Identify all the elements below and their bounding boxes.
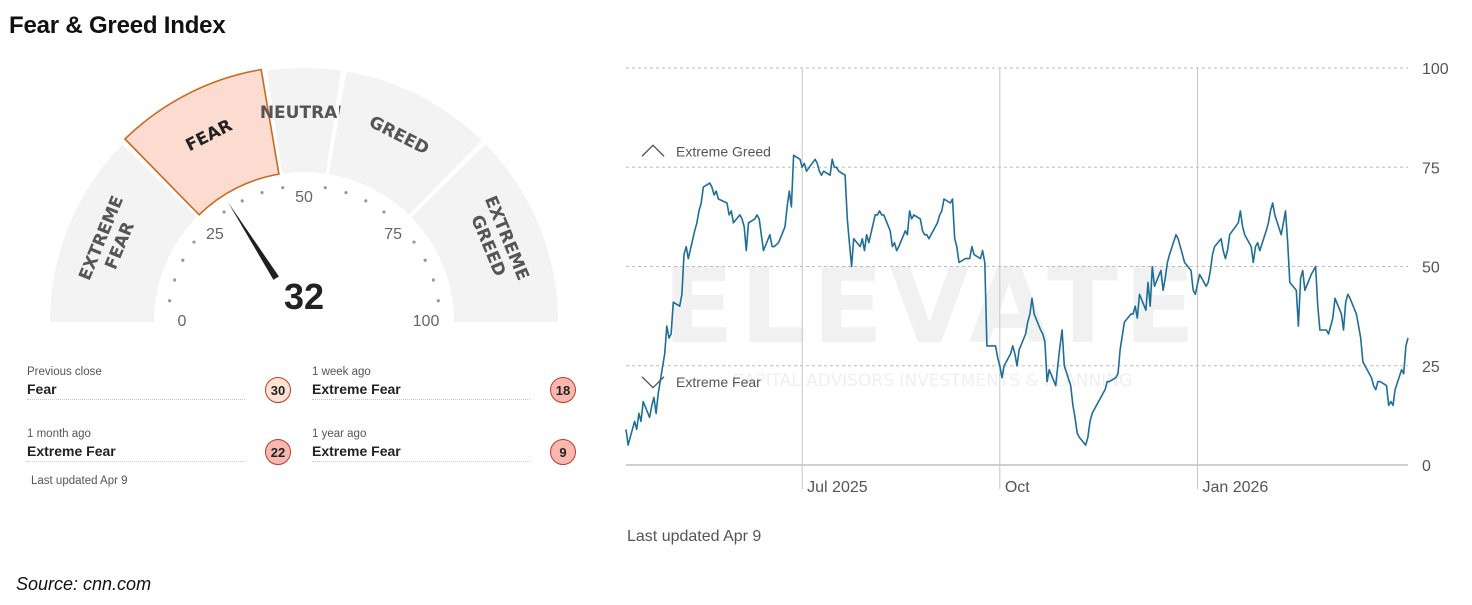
gauge-segment-neutral	[267, 68, 341, 174]
source-note: Source: cnn.com	[16, 574, 152, 594]
gauge-tick-dot	[431, 278, 435, 282]
gauge-tick-dot	[364, 199, 368, 203]
stat-value-badge: 22	[265, 439, 291, 465]
gauge-center	[252, 270, 356, 350]
stat-when: 1 week ago	[312, 366, 371, 378]
series-line	[625, 154, 1409, 446]
gauge-tick-dot	[436, 299, 440, 303]
gauge-segment-label: NEUTRAL	[260, 103, 348, 123]
fear-greed-history-chart: ELEVATE CAPITAL ADVISORS INVESTMENTS & PL…	[625, 61, 1449, 496]
y-tick-label: 75	[1422, 160, 1440, 177]
gauge-score: 32	[284, 276, 324, 317]
stat-divider	[312, 399, 530, 400]
gauge-tick-label: 75	[384, 226, 402, 243]
chevron-up-icon	[641, 144, 665, 157]
band-label: Extreme Fear	[676, 374, 761, 390]
last-updated-gauge: Last updated Apr 9	[31, 475, 128, 487]
x-tick-label: Jan 2026	[1202, 479, 1268, 496]
y-tick-label: 50	[1422, 260, 1440, 277]
stat-1-month-ago: 1 month ago Extreme Fear 22	[27, 428, 291, 465]
gauge-tick-dot	[260, 191, 264, 195]
gauge-tick-label: 50	[295, 189, 313, 206]
last-updated-chart: Last updated Apr 9	[627, 528, 762, 545]
gauge-tick-label: 100	[413, 313, 440, 330]
stat-value-badge: 30	[265, 377, 291, 403]
y-tick-label: 0	[1422, 458, 1431, 475]
gauge-tick-dot	[192, 240, 196, 244]
stat-when: 1 year ago	[312, 428, 367, 440]
stat-1-week-ago: 1 week ago Extreme Fear 18	[312, 366, 576, 403]
gauge-tick-dot	[412, 240, 416, 244]
band-label: Extreme Greed	[676, 143, 771, 159]
y-tick-label: 100	[1422, 61, 1449, 78]
gauge-segment-extreme-fear	[50, 144, 197, 322]
gauge-tick-dot	[222, 210, 226, 214]
gauge-tick-dot	[323, 186, 327, 190]
x-tick-label: Jul 2025	[807, 479, 868, 496]
stat-divider	[27, 399, 245, 400]
gauge-tick-dot	[423, 258, 427, 262]
stat-value-badge: 9	[550, 439, 576, 465]
gauge-tick-label: 25	[206, 226, 224, 243]
stat-when: 1 month ago	[27, 428, 91, 440]
gauge-segment-greed	[329, 71, 482, 215]
stat-rating: Fear	[27, 381, 57, 397]
stat-divider	[312, 461, 530, 462]
stat-rating: Extreme Fear	[312, 381, 401, 397]
stat-value-badge: 18	[550, 377, 576, 403]
gauge-tick-dot	[168, 299, 172, 303]
watermark-logo: ELEVATE	[663, 245, 1201, 367]
stat-divider	[27, 461, 245, 462]
gauge-tick-dot	[240, 199, 244, 203]
gauge-tick-dot	[281, 186, 285, 190]
y-tick-label: 25	[1422, 359, 1440, 376]
gauge-segment-fear	[123, 68, 280, 216]
stat-rating: Extreme Fear	[312, 443, 401, 459]
x-tick-label: Oct	[1005, 479, 1030, 496]
stat-rating: Extreme Fear	[27, 443, 116, 459]
gauge-tick-dot	[382, 210, 386, 214]
stat-previous-close: Previous close Fear 30	[27, 366, 291, 403]
stat-1-year-ago: 1 year ago Extreme Fear 9	[312, 428, 576, 465]
gauge-tick-dot	[181, 258, 185, 262]
gauge-tick-dot	[173, 278, 177, 282]
page-title: Fear & Greed Index	[9, 12, 226, 39]
gauge-segment-extreme-greed	[411, 144, 558, 322]
watermark-tagline: CAPITAL ADVISORS INVESTMENTS & PLANNING	[732, 371, 1132, 391]
gauge-tick-dot	[344, 191, 348, 195]
stat-when: Previous close	[27, 366, 102, 378]
gauge-tick-label: 0	[178, 313, 187, 330]
